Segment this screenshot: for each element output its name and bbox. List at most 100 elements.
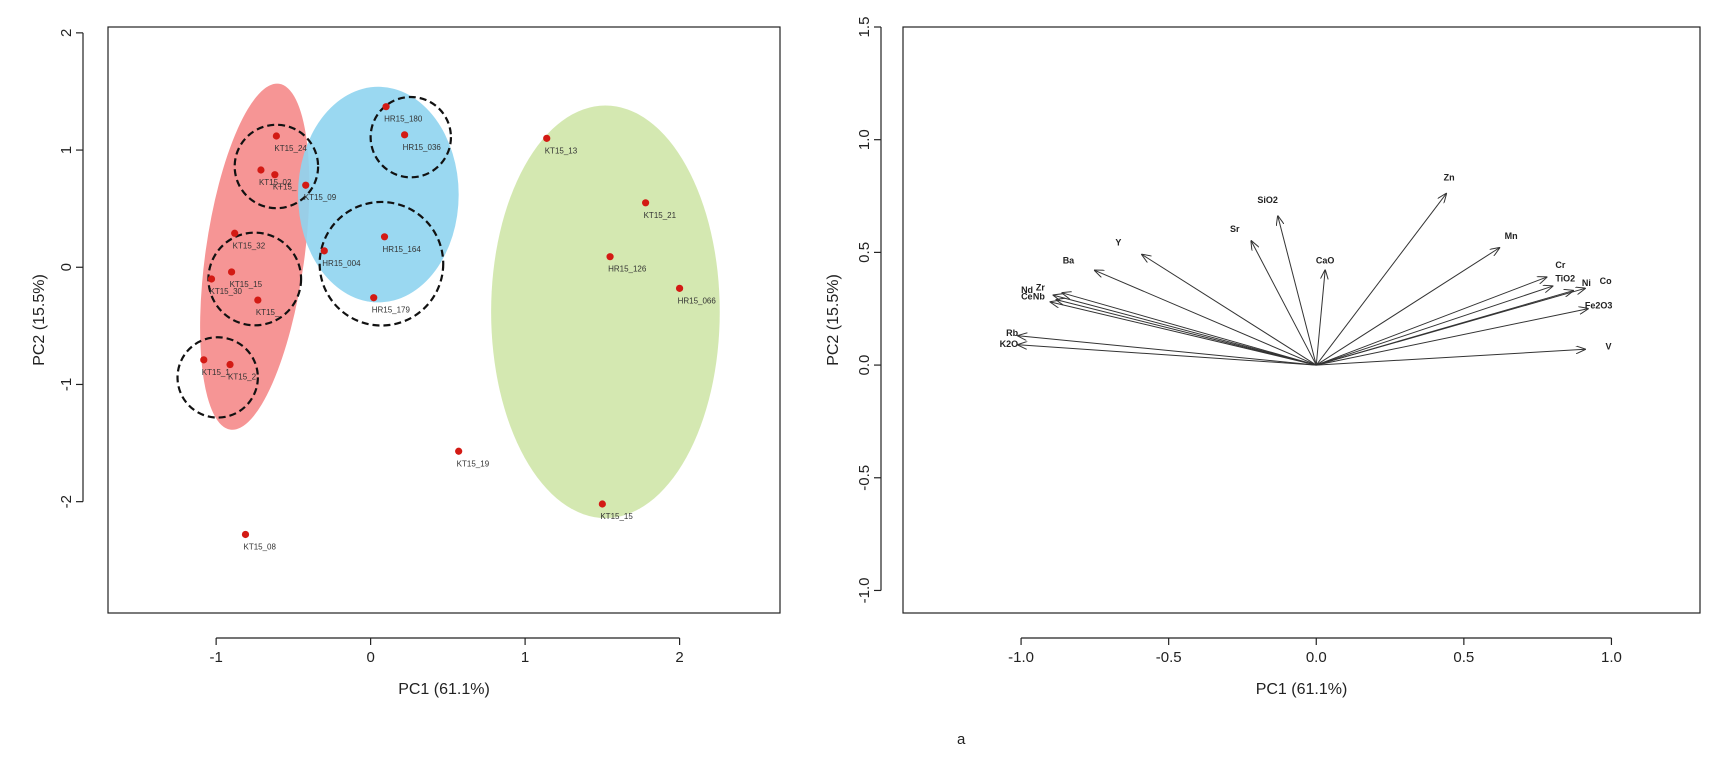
loading-arrow [1062, 293, 1317, 366]
data-point [320, 247, 328, 255]
group-ellipse-blue [298, 86, 459, 303]
variable-label: Co [1600, 276, 1612, 286]
variable-label: Y [1115, 238, 1121, 248]
point-label: HR15_164 [383, 245, 422, 254]
variable-label: Rb [1006, 328, 1018, 338]
data-point [241, 530, 250, 539]
x-tick-label: -0.5 [1156, 649, 1182, 666]
y-axis-title: PC2 (15.5%) [31, 274, 48, 366]
loading-arrow [1095, 270, 1317, 366]
point-label: KT15_2 [228, 373, 257, 382]
data-point [642, 199, 650, 207]
x-tick-label: -1.0 [1008, 649, 1034, 666]
highlight-circle [369, 95, 453, 179]
group-ellipse-red [200, 83, 310, 430]
variable-label: Ce [1021, 292, 1033, 302]
variable-label: Cr [1555, 260, 1565, 270]
variable-label: Nb [1033, 292, 1045, 302]
loading-arrow [1316, 309, 1588, 366]
point-label: HR15_036 [403, 143, 442, 152]
point-label: KT15_ [256, 308, 280, 317]
data-point [226, 360, 234, 369]
data-point [227, 268, 236, 276]
data-point [271, 171, 279, 179]
x-axis-title: PC1 (61.1%) [1256, 681, 1348, 698]
loading-arrow [1251, 241, 1317, 366]
point-label: KT15_ [273, 183, 297, 192]
data-point [207, 275, 216, 283]
data-point [675, 284, 684, 292]
y-tick-label: 1.0 [856, 129, 873, 150]
data-point [254, 296, 262, 304]
x-tick-label: 1.0 [1601, 649, 1622, 666]
point-label: KT15_32 [233, 241, 266, 250]
data-point [455, 447, 463, 455]
y-tick-label: 0.0 [856, 355, 873, 376]
data-point [401, 131, 409, 139]
x-tick-label: 2 [675, 649, 683, 666]
highlight-circle [233, 123, 320, 210]
panel-label: a [957, 731, 966, 748]
variable-label: CaO [1316, 256, 1335, 266]
point-label: KT15_08 [243, 542, 276, 551]
variable-label: SiO2 [1257, 195, 1278, 205]
loading-arrow [1054, 295, 1317, 366]
variable-label: TiO2 [1555, 274, 1575, 284]
point-label: KT15_15 [600, 512, 633, 521]
x-tick-label: 1 [521, 649, 529, 666]
y-tick-label: 0.5 [856, 242, 873, 263]
x-tick-label: -1 [209, 649, 222, 666]
variable-label: Zn [1444, 172, 1455, 182]
y-tick-label: -1 [58, 378, 75, 391]
point-label: HR15_004 [322, 259, 361, 268]
loading-arrow [1316, 288, 1585, 366]
variable-label: Zr [1036, 283, 1045, 293]
loading-arrow [1316, 277, 1546, 366]
point-label: HR15_179 [372, 306, 411, 315]
point-label: KT15_09 [304, 193, 337, 202]
y-tick-label: 1.5 [856, 17, 873, 38]
data-point [257, 166, 265, 174]
data-point [598, 500, 606, 508]
point-label: KT15_13 [545, 146, 578, 155]
y-tick-label: 0 [58, 263, 75, 271]
x-axis-title: PC1 (61.1%) [398, 681, 490, 698]
loading-arrow [1056, 300, 1317, 366]
data-point [200, 356, 208, 364]
loading-arrow [1316, 286, 1552, 366]
point-label: KT15_24 [274, 144, 307, 153]
data-point [382, 103, 390, 111]
variable-label: Fe2O3 [1585, 301, 1613, 311]
data-point [543, 134, 551, 142]
y-axis-title: PC2 (15.5%) [825, 274, 842, 366]
loading-arrow [1278, 216, 1317, 366]
x-tick-label: 0 [366, 649, 374, 666]
group-ellipse-green [491, 105, 720, 519]
y-tick-label: 1 [58, 146, 75, 154]
plot-frame [902, 26, 1701, 614]
variable-label: Sr [1230, 224, 1240, 234]
data-point [231, 229, 239, 237]
loading-arrow [1018, 336, 1317, 366]
loading-arrow [1315, 248, 1499, 366]
loading-arrow [1018, 345, 1317, 366]
loading-arrow [1315, 270, 1325, 366]
point-label: KT15_1 [202, 368, 231, 377]
point-label: HR15_066 [678, 296, 717, 305]
variable-label: Ba [1063, 256, 1075, 266]
loading-arrow [1315, 194, 1446, 366]
data-point [380, 233, 389, 241]
point-label: KT15_15 [230, 280, 263, 289]
data-point [302, 181, 310, 189]
y-tick-label: -1.0 [856, 578, 873, 604]
point-label: KT15_19 [457, 459, 490, 468]
data-point [606, 253, 614, 261]
variable-label: V [1606, 341, 1612, 351]
point-label: KT15_30 [210, 287, 243, 296]
highlight-circle [318, 200, 445, 327]
x-tick-label: 0.0 [1306, 649, 1327, 666]
pca-score-plot: KT15_24 KT15_ 0 2 KT15_ KT15_09 KT15_32 KT15_15… [31, 26, 781, 698]
data-point [272, 132, 280, 140]
